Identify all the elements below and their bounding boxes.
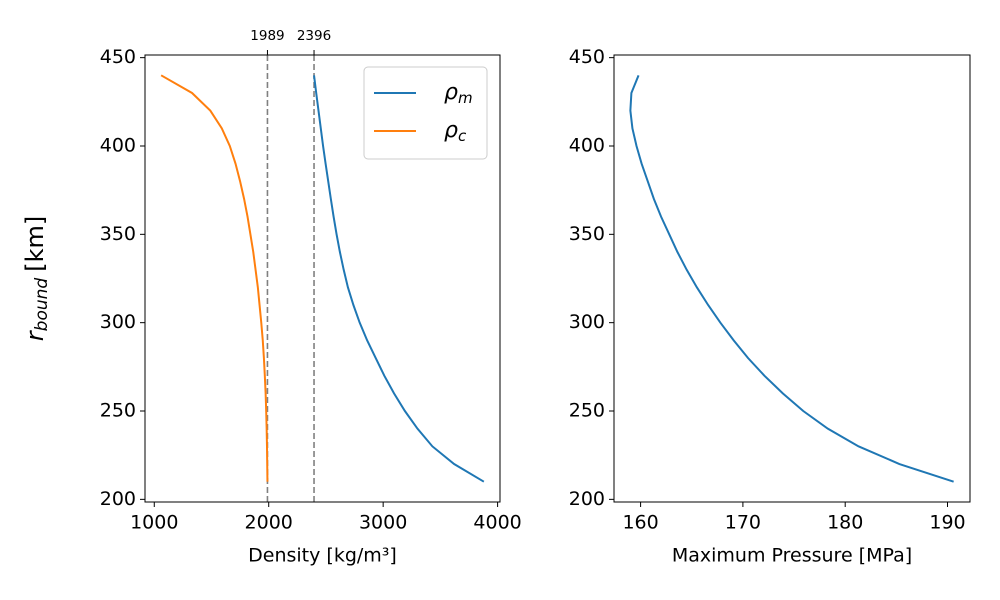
- x-axis-label: Maximum Pressure [MPa]: [672, 545, 912, 567]
- data-line: [313, 75, 485, 483]
- y-tick-label: 200: [569, 488, 605, 510]
- x-tick-label: 4000: [473, 512, 521, 534]
- x-tick-label: 2000: [245, 512, 293, 534]
- legend-box: [363, 66, 488, 160]
- legend-label: ρm: [444, 80, 473, 107]
- data-line: [160, 74, 269, 482]
- y-tick-label: 400: [569, 134, 605, 156]
- y-label-unit: [km]: [21, 216, 49, 272]
- plot-frame: [613, 54, 971, 503]
- y-tick-label: 300: [569, 311, 605, 333]
- y-axis-label: rbound [km]: [21, 216, 52, 341]
- y-tick-label: 300: [100, 311, 136, 333]
- x-tick-label: 190: [929, 512, 965, 534]
- x-axis-label: Density [kg/m³]: [248, 545, 397, 567]
- x-tick-label: 180: [827, 512, 863, 534]
- y-tick-label: 250: [569, 400, 605, 422]
- y-tick-label: 350: [569, 223, 605, 245]
- y-tick-label: 450: [100, 46, 136, 68]
- y-label-symbol: r: [21, 329, 49, 341]
- x-tick-label: 1000: [130, 512, 178, 534]
- y-tick-label: 400: [100, 134, 136, 156]
- legend-label: ρc: [444, 118, 467, 145]
- y-tick-label: 200: [100, 488, 136, 510]
- data-line: [629, 74, 954, 483]
- x-tick-label: 160: [622, 512, 658, 534]
- y-tick-label: 450: [569, 46, 605, 68]
- y-label-subscript: bound: [32, 278, 52, 332]
- y-tick-label: 250: [100, 400, 136, 422]
- reference-label: 2396: [297, 28, 331, 44]
- plot-frame: [144, 54, 501, 503]
- y-tick-label: 350: [100, 223, 136, 245]
- x-tick-label: 170: [725, 512, 761, 534]
- x-tick-label: 3000: [359, 512, 407, 534]
- reference-label: 1989: [250, 28, 284, 44]
